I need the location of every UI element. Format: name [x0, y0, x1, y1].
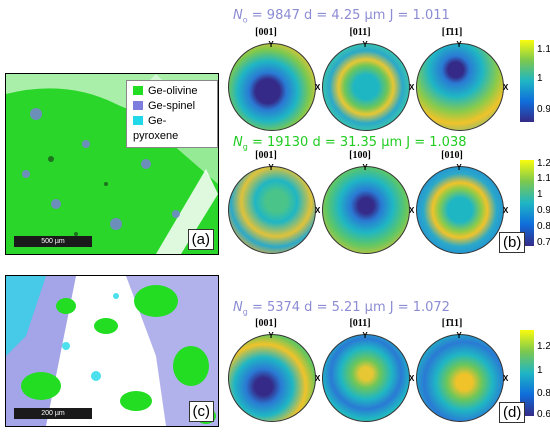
pf-label: [001]	[255, 318, 277, 329]
x-axis-label: X	[409, 206, 415, 215]
scale-bar-c: 200 µm	[14, 408, 92, 419]
pole-figure-010-b2	[416, 166, 504, 254]
colorbar-tick: 1	[537, 189, 543, 200]
pole-figure-011-d	[322, 334, 410, 422]
phase-legend: Ge-olivine Ge-spinel Ge-pyroxene	[126, 80, 218, 148]
x-axis-label: X	[503, 374, 509, 383]
x-axis-label: X	[503, 83, 509, 92]
panel-label-c: (c)	[188, 401, 214, 422]
pole-figure-001-b1	[228, 43, 316, 131]
pf-label: [100]	[349, 150, 371, 161]
n-symbol: N	[233, 135, 243, 150]
y-axis-label: Y	[268, 331, 274, 340]
n-subscript: o	[242, 15, 248, 25]
y-axis-label: Y	[456, 331, 462, 340]
colorbar-tick: 0.7	[537, 237, 550, 248]
olivine-swatch	[133, 86, 143, 95]
panel-label-a: (a)	[187, 229, 214, 250]
pf-label: [011]	[349, 318, 371, 329]
legend-label: Ge-olivine	[148, 85, 198, 97]
pole-figure-111-b1	[416, 43, 504, 131]
y-axis-label: Y	[268, 163, 274, 172]
colorbar-tick: 0.9	[537, 205, 550, 216]
legend-item-olivine: Ge-olivine	[133, 84, 211, 99]
spinel-swatch	[133, 101, 143, 110]
stats-header-b2: Ng = 19130 d = 31.35 µm J = 1.038	[233, 135, 467, 152]
pf-label: [1̄11]	[441, 318, 463, 329]
colorbar-b2	[520, 160, 534, 246]
colorbar-tick: 0.8	[537, 221, 550, 232]
y-axis-label: Y	[362, 40, 368, 49]
n-symbol: N	[233, 8, 243, 23]
pole-figure-001-b2	[228, 166, 316, 254]
panel-label-b: (b)	[499, 232, 526, 253]
phase-map-c: 200 µm (c)	[5, 275, 219, 427]
n-subscript: g	[242, 307, 248, 317]
colorbar-tick: 1.2	[537, 341, 550, 352]
pole-figure-011-b1	[322, 43, 410, 131]
stats-header-d: Ng = 5374 d = 5.21 µm J = 1.072	[233, 300, 450, 317]
x-axis-label: X	[503, 206, 509, 215]
legend-item-pyroxene: Ge-pyroxene	[133, 114, 211, 144]
phase-map-a: Ge-olivine Ge-spinel Ge-pyroxene 500 µm …	[5, 73, 219, 255]
colorbar-tick: 1.1	[537, 44, 550, 55]
pole-figure-111-d	[416, 334, 504, 422]
pyroxene-swatch	[133, 116, 143, 125]
pole-figure-100-b2	[322, 166, 410, 254]
y-axis-label: Y	[456, 163, 462, 172]
colorbar-tick: 0.9	[537, 104, 550, 115]
colorbar-b1	[520, 40, 534, 122]
y-axis-label: Y	[362, 163, 368, 172]
n-symbol: N	[233, 300, 243, 315]
pf-label: [011]	[349, 27, 371, 38]
pf-label: [001]	[255, 150, 277, 161]
legend-label: Ge-spinel	[148, 100, 196, 112]
legend-label: Ge-pyroxene	[133, 115, 179, 142]
colorbar-tick: 1.2	[537, 158, 550, 169]
x-axis-label: X	[315, 206, 321, 215]
colorbar-tick: 0.8	[537, 388, 550, 399]
stats-values: = 5374 d = 5.21 µm J = 1.072	[247, 300, 450, 315]
x-axis-label: X	[409, 83, 415, 92]
x-axis-label: X	[409, 374, 415, 383]
pf-label: [1̄11]	[441, 27, 463, 38]
n-subscript: g	[242, 142, 248, 152]
panel-label-d: (d)	[499, 402, 526, 423]
x-axis-label: X	[315, 83, 321, 92]
colorbar-tick: 1.1	[537, 173, 550, 184]
legend-item-spinel: Ge-spinel	[133, 99, 211, 114]
pf-label: [010]	[441, 150, 463, 161]
x-axis-label: X	[315, 374, 321, 383]
y-axis-label: Y	[456, 40, 462, 49]
y-axis-label: Y	[362, 331, 368, 340]
stats-values: = 9847 d = 4.25 µm J = 1.011	[247, 8, 450, 23]
pole-figure-001-d	[228, 334, 316, 422]
colorbar-tick: 1	[537, 365, 543, 376]
colorbar-tick: 0.6	[537, 409, 550, 420]
phase-map-c-texture	[6, 276, 218, 426]
y-axis-label: Y	[268, 40, 274, 49]
stats-values: = 19130 d = 31.35 µm J = 1.038	[247, 135, 467, 150]
colorbar-d	[520, 330, 534, 416]
scale-bar-a: 500 µm	[14, 236, 92, 247]
colorbar-tick: 1	[537, 73, 543, 84]
pf-label: [001]	[255, 27, 277, 38]
stats-header-b1: No = 9847 d = 4.25 µm J = 1.011	[233, 8, 450, 25]
